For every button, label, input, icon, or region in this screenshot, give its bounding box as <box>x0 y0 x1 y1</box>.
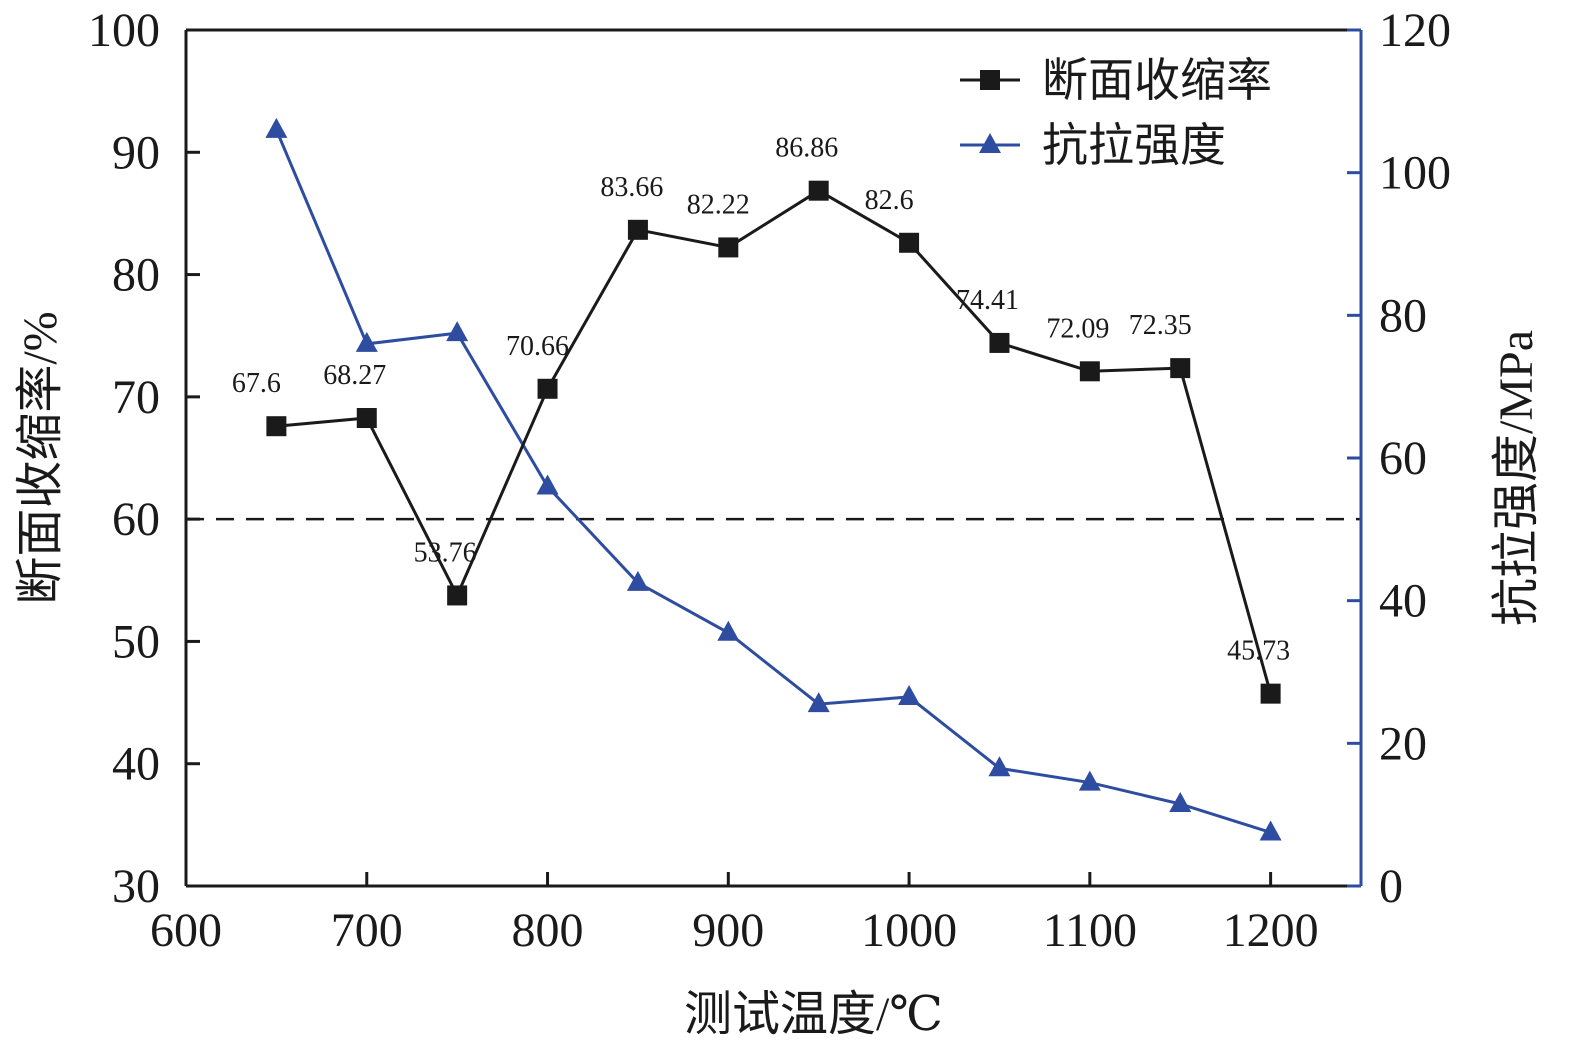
left-y-tick-label: 40 <box>112 738 160 791</box>
data-label: 72.09 <box>1046 313 1109 344</box>
data-label: 68.27 <box>323 360 386 391</box>
right-y-tick-label: 60 <box>1379 432 1427 485</box>
reduction-of-area-point <box>989 332 1010 353</box>
data-label: 67.6 <box>232 368 281 399</box>
legend-tensile-label: 抗拉强度 <box>1042 120 1226 171</box>
reduction-of-area-point <box>1170 358 1191 379</box>
left-y-tick-label: 50 <box>112 615 160 668</box>
tensile-strength-point <box>1078 770 1101 791</box>
right-y-axis-title: 抗拉强度/MPa <box>1490 330 1543 626</box>
data-label: 83.66 <box>600 172 663 203</box>
reduction-of-area-point <box>808 180 829 201</box>
tensile-strength-point <box>807 692 830 713</box>
x-tick-label: 1200 <box>1223 904 1319 957</box>
data-label: 82.22 <box>687 189 750 220</box>
reduction-of-area-point <box>899 232 920 253</box>
right-y-tick-label: 80 <box>1379 289 1427 342</box>
right-y-tick-label: 100 <box>1379 147 1451 200</box>
x-tick-label: 1100 <box>1043 904 1137 957</box>
reduction-of-area-point <box>447 585 468 606</box>
right-y-tick-label: 0 <box>1379 860 1403 913</box>
tensile-strength-point <box>355 331 378 352</box>
legend-reduction-marker <box>980 70 1000 90</box>
left-y-tick-label: 80 <box>112 249 160 302</box>
reduction-of-area-point <box>356 408 377 429</box>
legend-reduction-label: 断面收缩率 <box>1042 55 1272 106</box>
tensile-strength-point <box>446 321 469 342</box>
legend-tensile-marker <box>979 133 1001 153</box>
x-tick-label: 800 <box>512 904 584 957</box>
left-y-tick-label: 90 <box>112 126 160 179</box>
x-tick-label: 900 <box>692 904 764 957</box>
data-label: 72.35 <box>1129 310 1192 341</box>
data-label: 70.66 <box>506 331 569 362</box>
data-label: 82.6 <box>865 185 914 216</box>
tensile-strength-point <box>626 570 649 591</box>
data-label: 74.41 <box>956 285 1019 316</box>
right-y-tick-label: 20 <box>1379 717 1427 770</box>
reduction-of-area-point <box>537 378 558 399</box>
reduction-of-area-point <box>1260 683 1281 704</box>
tensile-strength-point <box>265 117 288 138</box>
data-label: 45.73 <box>1227 636 1290 667</box>
reduction-of-area-point <box>1079 361 1100 382</box>
tensile-strength-point <box>898 684 921 705</box>
reduction-of-area-point <box>718 237 739 258</box>
tensile-strength-point <box>1259 820 1282 841</box>
left-y-tick-label: 70 <box>112 371 160 424</box>
reduction-of-area-line <box>276 188 1273 695</box>
data-label: 53.76 <box>414 537 477 568</box>
tensile-strength-point <box>717 620 740 641</box>
x-tick-label: 700 <box>331 904 403 957</box>
reduction-of-area-point <box>627 219 648 240</box>
tensile-strength-point <box>1169 791 1192 812</box>
left-y-tick-label: 60 <box>112 493 160 546</box>
reduction-of-area-point <box>266 416 287 437</box>
x-tick-label: 600 <box>150 904 222 957</box>
tensile-strength-point <box>988 756 1011 777</box>
x-axis-title: 测试温度/℃ <box>684 988 943 1041</box>
left-y-tick-label: 30 <box>112 860 160 913</box>
left-y-tick-label: 100 <box>88 4 160 57</box>
left-y-axis-title: 断面收缩率/% <box>14 311 67 604</box>
right-y-tick-label: 120 <box>1379 4 1451 57</box>
tensile-strength-point <box>536 474 559 495</box>
x-tick-label: 1000 <box>861 904 957 957</box>
data-label: 86.86 <box>775 133 838 164</box>
tensile-strength-line <box>275 129 1272 834</box>
right-y-tick-label: 40 <box>1379 575 1427 628</box>
